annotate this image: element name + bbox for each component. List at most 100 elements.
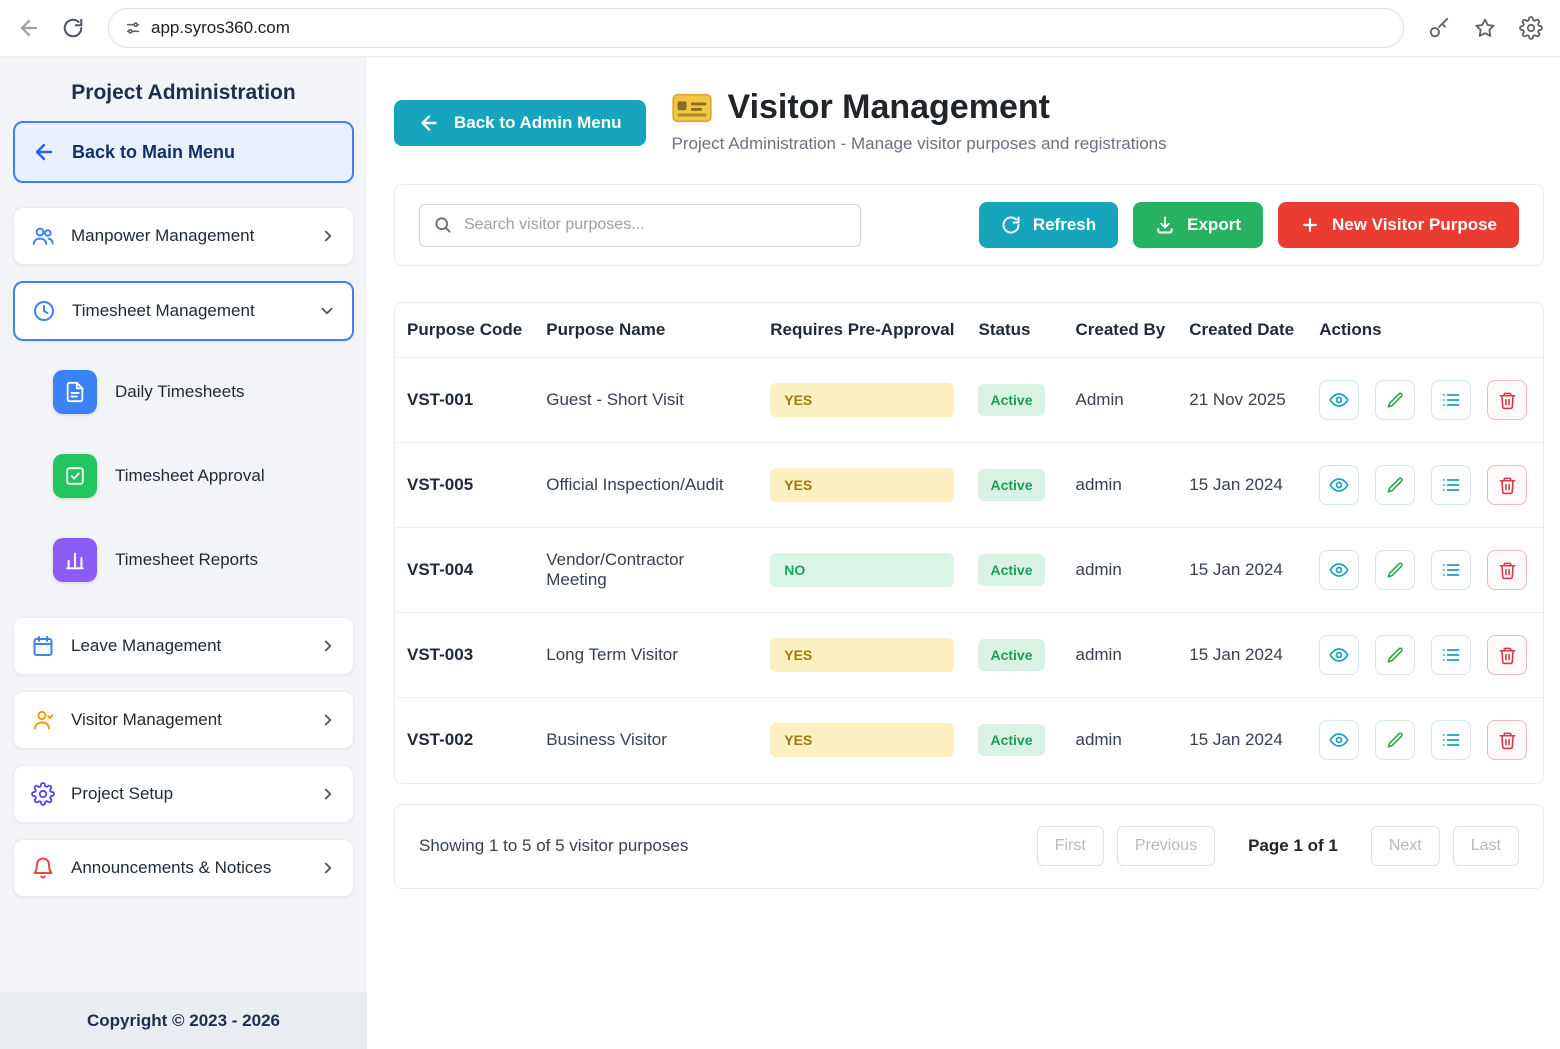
purpose-code-cell: VST-004 [395,528,534,613]
view-button[interactable] [1319,465,1359,505]
star-icon [1474,17,1496,39]
edit-button[interactable] [1375,635,1415,675]
password-key-button[interactable] [1420,9,1458,47]
page-info: Page 1 of 1 [1248,836,1338,856]
status-badge: Active [978,469,1044,501]
table-row: VST-001 Guest - Short Visit YES Active A… [395,358,1543,443]
edit-button[interactable] [1375,720,1415,760]
bookmark-star-button[interactable] [1466,9,1504,47]
sidebar-subitem-timesheet-approval[interactable]: Timesheet Approval [53,443,354,509]
view-button[interactable] [1319,720,1359,760]
table-header-row: Purpose Code Purpose Name Requires Pre-A… [395,303,1543,358]
browser-settings-button[interactable] [1512,9,1550,47]
purpose-name-cell: Guest - Short Visit [534,358,758,443]
sidebar-item-timesheet-management[interactable]: Timesheet Management [13,281,354,341]
view-button[interactable] [1319,380,1359,420]
trash-icon [1498,731,1517,750]
sidebar-copyright: Copyright © 2023 - 2026 [0,992,367,1049]
list-icon [1441,390,1461,410]
view-button[interactable] [1319,550,1359,590]
created-by-cell: admin [1063,613,1177,698]
status-badge: Active [978,724,1044,756]
details-list-button[interactable] [1431,380,1471,420]
sidebar: Project Administration Back to Main Menu… [0,57,367,1049]
chevron-down-icon [318,302,336,320]
sidebar-item-announcements-notices[interactable]: Announcements & Notices [13,839,354,897]
created-date-cell: 21 Nov 2025 [1177,358,1307,443]
export-button[interactable]: Export [1133,202,1263,248]
details-list-button[interactable] [1431,720,1471,760]
pre-approval-badge: YES [770,468,954,502]
delete-button[interactable] [1487,465,1527,505]
edit-button[interactable] [1375,465,1415,505]
edit-button[interactable] [1375,380,1415,420]
status-badge: Active [978,639,1044,671]
created-date-cell: 15 Jan 2024 [1177,528,1307,613]
view-button[interactable] [1319,635,1359,675]
id-card-icon [672,93,712,123]
details-list-button[interactable] [1431,465,1471,505]
export-label: Export [1187,215,1241,235]
key-icon [1428,17,1450,39]
pencil-icon [1386,646,1405,665]
last-page-button[interactable]: Last [1453,826,1519,866]
details-list-button[interactable] [1431,635,1471,675]
column-header-created-by: Created By [1063,303,1177,358]
browser-refresh-button[interactable] [54,9,92,47]
document-icon [53,370,97,414]
pagination-summary: Showing 1 to 5 of 5 visitor purposes [419,836,688,856]
title-block: Visitor Management Project Administratio… [672,88,1167,154]
refresh-button[interactable]: Refresh [979,202,1118,248]
table-row: VST-004 Vendor/Contractor Meeting NO Act… [395,528,1543,613]
sidebar-subitem-daily-timesheets[interactable]: Daily Timesheets [53,359,354,425]
sidebar-subitem-timesheet-reports[interactable]: Timesheet Reports [53,527,354,593]
sidebar-item-project-setup[interactable]: Project Setup [13,765,354,823]
sidebar-title: Project Administration [0,57,367,121]
previous-page-button[interactable]: Previous [1117,826,1215,866]
sidebar-item-label: Leave Management [71,636,319,656]
page-title: Visitor Management [728,88,1050,127]
new-visitor-purpose-label: New Visitor Purpose [1332,215,1497,235]
delete-button[interactable] [1487,635,1527,675]
pre-approval-badge: YES [770,723,954,757]
plus-icon [1300,215,1320,235]
delete-button[interactable] [1487,720,1527,760]
sidebar-item-visitor-management[interactable]: Visitor Management [13,691,354,749]
details-list-button[interactable] [1431,550,1471,590]
created-by-cell: admin [1063,443,1177,528]
arrow-left-icon [31,140,57,164]
refresh-label: Refresh [1033,215,1096,235]
arrow-left-icon [17,16,41,40]
sidebar-subitem-label: Daily Timesheets [115,382,244,402]
purpose-code-cell: VST-003 [395,613,534,698]
pencil-icon [1386,561,1405,580]
browser-right-controls [1420,9,1550,47]
new-visitor-purpose-button[interactable]: New Visitor Purpose [1278,202,1519,248]
pagination-bar: Showing 1 to 5 of 5 visitor purposes Fir… [394,804,1544,889]
url-bar[interactable]: app.syros360.com [108,8,1404,48]
sidebar-item-leave-management[interactable]: Leave Management [13,617,354,675]
purpose-code-cell: VST-002 [395,698,534,783]
row-actions [1319,465,1531,505]
delete-button[interactable] [1487,550,1527,590]
sidebar-item-manpower-management[interactable]: Manpower Management [13,207,354,265]
browser-back-button[interactable] [10,9,48,47]
sidebar-subitem-label: Timesheet Reports [115,550,258,570]
reload-icon [62,17,84,39]
back-to-main-menu-button[interactable]: Back to Main Menu [13,121,354,183]
delete-button[interactable] [1487,380,1527,420]
next-page-button[interactable]: Next [1371,826,1440,866]
search-input[interactable] [419,204,861,247]
purpose-code-cell: VST-001 [395,358,534,443]
purpose-name-cell: Official Inspection/Audit [534,443,758,528]
browser-toolbar: app.syros360.com [0,0,1560,57]
edit-button[interactable] [1375,550,1415,590]
chevron-right-icon [319,785,337,803]
column-header-purpose-name: Purpose Name [534,303,758,358]
first-page-button[interactable]: First [1037,826,1104,866]
sidebar-item-label: Manpower Management [71,226,319,246]
page-subtitle: Project Administration - Manage visitor … [672,134,1167,154]
back-to-admin-menu-button[interactable]: Back to Admin Menu [394,100,646,146]
download-icon [1155,215,1175,235]
site-info-icon[interactable] [125,20,141,36]
